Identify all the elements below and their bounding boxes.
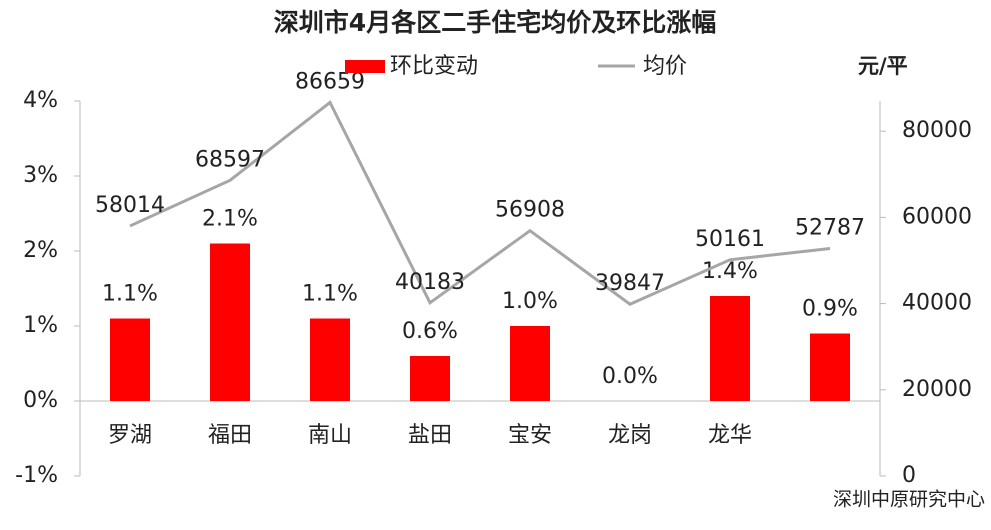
y-tick-label: 0% xyxy=(23,388,58,413)
line-value-label: 39847 xyxy=(595,271,665,296)
legend-label: 均价 xyxy=(643,54,687,79)
y2-tick-label: 0 xyxy=(902,463,916,488)
x-tick-label: 南山 xyxy=(308,423,352,448)
bar-value-label: 2.1% xyxy=(202,207,258,232)
y2-tick-label: 60000 xyxy=(902,204,972,229)
legend-label: 环比变动 xyxy=(390,54,478,79)
bar xyxy=(710,296,750,401)
chart-title: 深圳市4月各区二手住宅均价及环比涨幅 xyxy=(274,8,716,37)
line-value-label: 52787 xyxy=(795,215,865,240)
y2-axis-label: 元/平 xyxy=(858,54,908,78)
x-tick-label: 盐田 xyxy=(408,423,452,448)
bar xyxy=(310,318,350,401)
x-tick-label: 福田 xyxy=(208,423,252,448)
y-tick-label: 1% xyxy=(23,313,58,338)
y-tick-label: -1% xyxy=(15,463,58,488)
bar xyxy=(110,318,150,401)
bar xyxy=(210,243,250,401)
y2-tick-label: 20000 xyxy=(902,377,972,402)
line-value-label: 68597 xyxy=(195,147,265,172)
bar xyxy=(810,333,850,401)
bar xyxy=(510,326,550,401)
line-value-label: 86659 xyxy=(295,69,365,94)
x-tick-label: 龙华 xyxy=(708,423,752,448)
bar-value-label: 1.1% xyxy=(302,282,358,307)
bar-value-label: 0.6% xyxy=(402,319,458,344)
bar-value-label: 1.0% xyxy=(502,289,558,314)
bar xyxy=(410,356,450,401)
x-tick-label: 罗湖 xyxy=(108,423,152,448)
bar-value-label: 1.1% xyxy=(102,282,158,307)
line-value-label: 50161 xyxy=(695,227,765,252)
y2-tick-label: 80000 xyxy=(902,118,972,143)
line-value-label: 40183 xyxy=(395,270,465,295)
line xyxy=(129,100,831,306)
source: 深圳中原研究中心 xyxy=(833,489,985,511)
y-tick-label: 4% xyxy=(23,88,58,113)
bar-value-label: 0.9% xyxy=(802,297,858,322)
y2-tick-label: 40000 xyxy=(902,291,972,316)
legend-swatch xyxy=(345,60,385,73)
bar-value-label: 0.0% xyxy=(602,364,658,389)
line-value-label: 56908 xyxy=(495,198,565,223)
y-tick-label: 2% xyxy=(23,238,58,263)
x-tick-label: 龙岗 xyxy=(608,423,652,448)
x-tick-label: 宝安 xyxy=(508,423,552,448)
bar-value-label: 1.4% xyxy=(702,259,758,284)
y-tick-label: 3% xyxy=(23,163,58,188)
line-value-label: 58014 xyxy=(95,193,165,218)
